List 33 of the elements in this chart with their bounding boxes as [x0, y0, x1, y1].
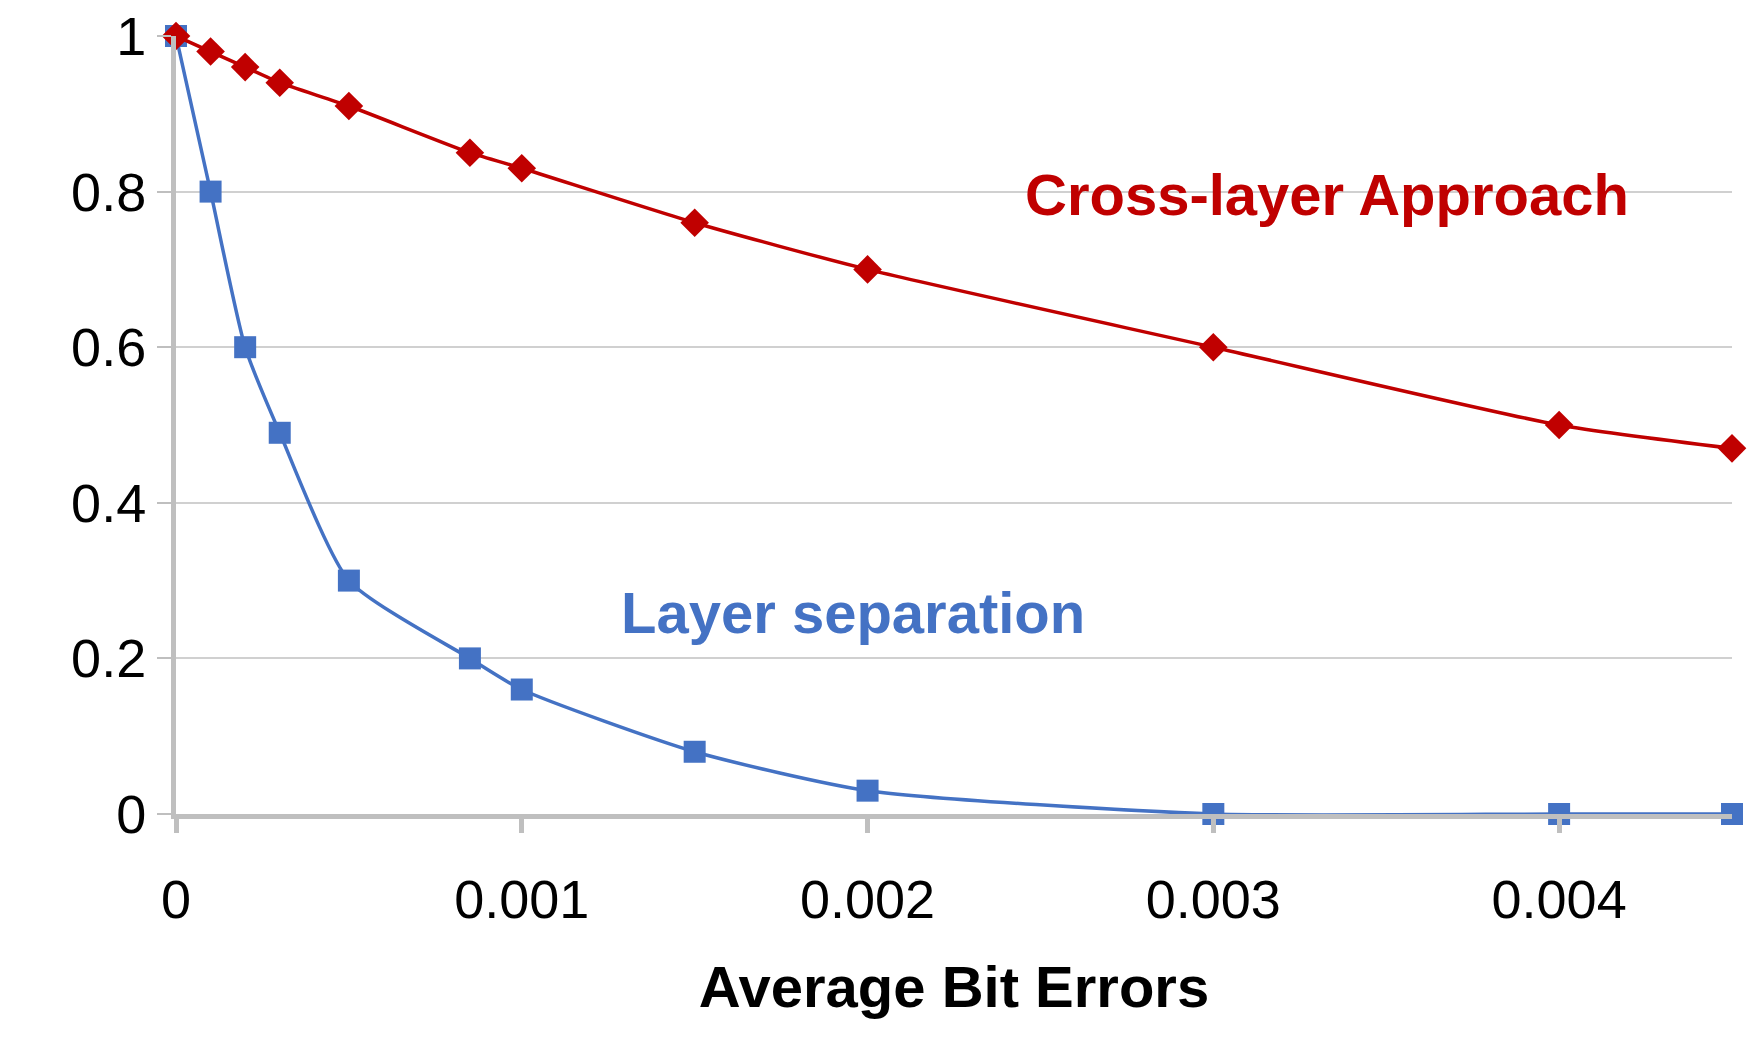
point [334, 91, 364, 121]
point [234, 336, 257, 359]
point [510, 678, 533, 701]
point [1544, 410, 1574, 440]
x-tick-label: 0.002 [799, 868, 936, 929]
point [1199, 332, 1228, 362]
series-label: Cross-layer Approach [1025, 162, 1629, 227]
y-tick-label: 1 [116, 5, 147, 66]
y-tick-label: 0.2 [71, 628, 147, 689]
x-tick-label: 0.001 [454, 868, 590, 929]
point [265, 68, 295, 97]
point [1717, 434, 1747, 463]
point [507, 153, 537, 183]
y-tick-label: 0 [116, 783, 147, 844]
point [856, 779, 879, 802]
x-tick-label: 0 [160, 868, 192, 929]
point [458, 647, 481, 670]
point [199, 180, 222, 203]
y-tick-label: 0.8 [71, 161, 147, 222]
x-tick-label: 0.004 [1491, 868, 1627, 929]
point [683, 740, 706, 763]
point [853, 255, 882, 284]
y-tick-label: 0.4 [71, 472, 147, 533]
series-label: Layer separation [621, 580, 1086, 645]
point [455, 138, 485, 167]
y-tick-label: 0.6 [71, 317, 147, 378]
point [268, 421, 291, 444]
point [680, 208, 709, 238]
x-axis-title: Average Bit Errors [698, 953, 1210, 1019]
point [230, 52, 260, 82]
point [196, 37, 225, 66]
point [337, 569, 360, 592]
x-tick-label: 0.003 [1145, 868, 1281, 929]
